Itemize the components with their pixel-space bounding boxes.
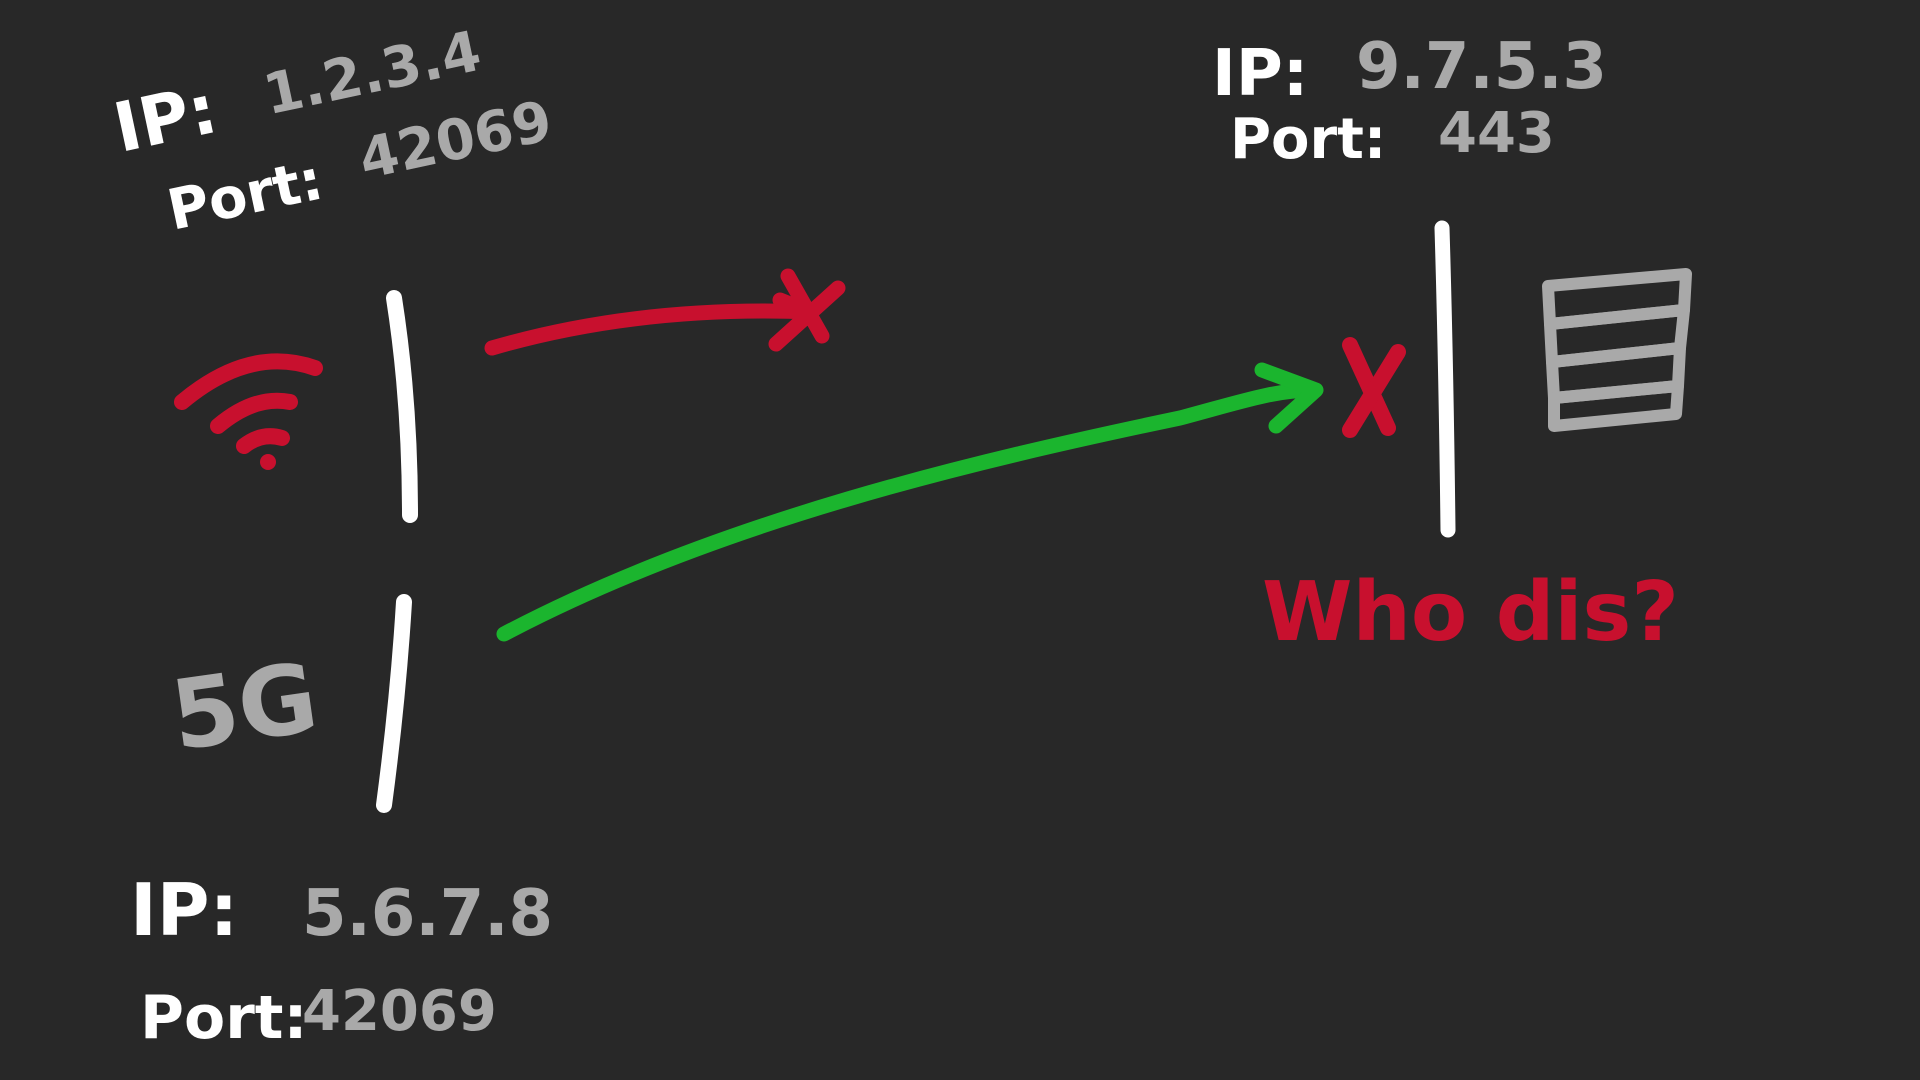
5g-success-arrow [496,382,1320,642]
wifi-ip-label: IP: [107,70,224,169]
server-port-label: Port: [1230,107,1386,172]
wifi-port-value: 42069 [354,89,558,193]
server-port-value: 443 [1438,101,1555,166]
server-bar [1434,220,1456,538]
server-ip-label: IP: [1212,37,1308,111]
server-ip-value: 9.7.5.3 [1356,30,1607,104]
wifi-arc-inner [236,428,290,454]
wifi-failed-arrow [484,303,820,356]
5g-port-label: Port: [140,983,307,1053]
server-labels: IP: 9.7.5.3 Port: 443 [1212,30,1607,172]
5g-arrow-head [1254,362,1324,434]
wifi-client-labels: IP: 1.2.3.4 Port: 42069 [107,19,558,244]
wifi-icon [174,353,323,470]
5g-port-value: 42069 [302,979,497,1044]
wifi-arc-middle [210,392,298,434]
server-reply-text: Who dis? [1262,565,1679,660]
wifi-port-label: Port: [162,148,328,244]
5g-client-bar [376,594,412,813]
wifi-failed-x-icon [768,268,846,352]
wifi-dot [260,454,276,470]
wifi-arc-outer [174,353,323,410]
5g-ip-label: IP: [130,868,238,952]
5g-label: 5G [165,641,325,772]
server-icon [1542,268,1692,432]
server-unit-4 [1548,380,1684,432]
5g-client-labels: IP: 5.6.7.8 Port: 42069 [130,868,553,1053]
server-reject-x-icon [1342,337,1406,438]
wifi-client-bar [386,290,418,523]
5g-ip-value: 5.6.7.8 [302,877,553,951]
